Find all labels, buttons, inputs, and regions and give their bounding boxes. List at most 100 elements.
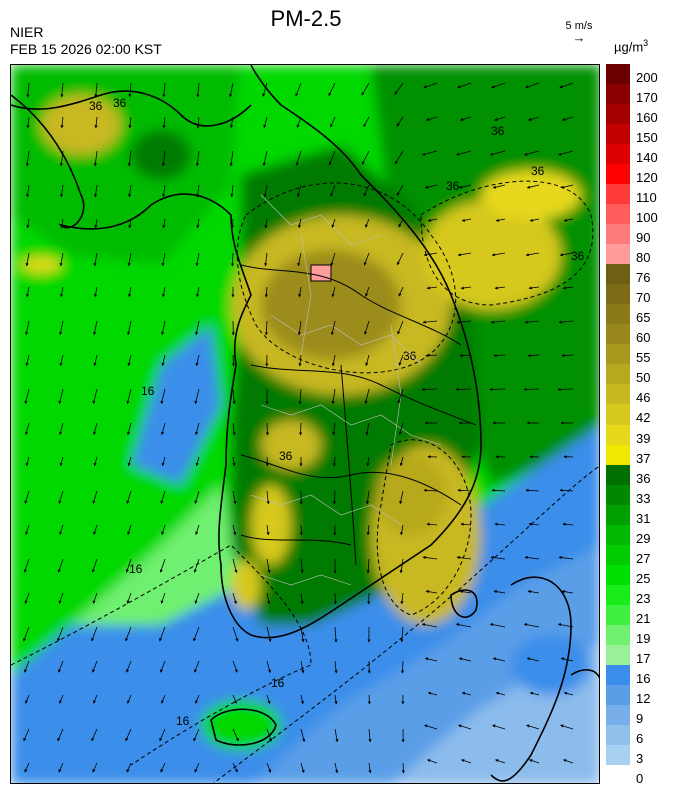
wind-arrow (458, 184, 472, 189)
wind-arrow (25, 524, 30, 536)
wind-arrow (229, 116, 234, 129)
wind-arrow (427, 218, 438, 222)
wind-arrow (489, 387, 506, 392)
wind-arrow (266, 558, 271, 574)
wind-arrow (328, 82, 336, 97)
color-scale-cell (606, 644, 630, 666)
contour-label: 36 (279, 449, 293, 463)
wind-arrow (332, 456, 337, 467)
color-scale-label: 50 (636, 370, 651, 386)
wind-arrow (162, 286, 166, 298)
wind-arrow (264, 218, 268, 229)
wind-arrow (127, 694, 132, 704)
wind-arrow (127, 320, 132, 336)
color-scale-cell (606, 624, 630, 646)
wind-arrow (490, 320, 506, 324)
wind-arrow (296, 116, 302, 128)
wind-arrow (425, 590, 438, 594)
wind-arrow (23, 558, 30, 573)
wind-arrow (401, 762, 405, 774)
wind-arrow (264, 286, 268, 298)
wind-arrow (128, 286, 132, 298)
wind-arrow (266, 660, 272, 674)
wind-arrow (563, 218, 574, 222)
wind-arrow (161, 524, 166, 536)
wind-arrow (58, 592, 64, 604)
color-scale-cell (606, 744, 630, 766)
wind-arrow (366, 524, 370, 536)
wind-arrow (334, 626, 338, 643)
wind-arrow (562, 759, 574, 764)
wind-arrow (91, 558, 98, 573)
wind-arrow (232, 456, 236, 467)
wind-arrow (527, 590, 540, 594)
unit-superscript: 3 (643, 38, 649, 48)
wind-arrow (161, 422, 166, 436)
wind-arrow (127, 422, 132, 436)
color-scale-cell (606, 204, 630, 225)
wind-arrow (230, 218, 235, 229)
wind-arrow (57, 728, 64, 742)
wind-arrow (59, 456, 64, 467)
color-scale-label: 17 (636, 650, 651, 666)
wind-arrow (523, 150, 540, 156)
wind-arrow (58, 762, 64, 773)
wind-arrow (334, 728, 339, 743)
wind-arrow (331, 286, 336, 298)
wind-arrow (195, 320, 200, 336)
wind-arrow (126, 388, 132, 405)
wind-arrow (527, 116, 540, 121)
wind-arrow (423, 488, 438, 492)
wind-arrow (424, 184, 438, 189)
contour-label: 16 (141, 384, 155, 398)
wind-arrow (562, 522, 574, 526)
wind-arrow (266, 524, 270, 536)
wind-arrow (559, 488, 574, 492)
province-borders (240, 264, 477, 566)
wind-arrow (126, 490, 132, 504)
wind-arrow (422, 555, 438, 560)
contour-label: 36 (531, 164, 545, 178)
wind-arrow (461, 218, 472, 222)
wind-arrow (493, 590, 506, 594)
wind-arrow (298, 286, 302, 298)
wind-arrow (59, 694, 64, 704)
color-scale-label: 55 (636, 350, 651, 366)
wind-arrow (193, 626, 200, 642)
wind-arrow (160, 660, 166, 673)
contour-label: 36 (446, 179, 460, 193)
wind-arrow (455, 150, 472, 156)
wind-arrow (397, 388, 404, 404)
wind-arrow (232, 558, 238, 574)
wind-arrow (232, 592, 237, 605)
color-scale-label: 42 (636, 410, 651, 426)
wind-arrow (461, 691, 472, 696)
wind-arrow (195, 456, 200, 467)
color-scale-cell (606, 464, 630, 486)
color-scale-cell (606, 84, 630, 105)
wind-arrow (25, 252, 30, 267)
color-scale-label: 19 (636, 630, 651, 646)
wind-arrow (490, 555, 506, 560)
wind-arrow (528, 759, 540, 764)
wind-arrow (196, 116, 200, 129)
wind-arrow (194, 762, 200, 773)
wind-arrow (194, 592, 200, 604)
wind-arrow (92, 490, 98, 504)
wind-arrow (396, 184, 404, 196)
contour-label-group: 36 36 36 36 36 36 36 36 16 16 16 16 (89, 96, 585, 728)
color-scale-label: 100 (636, 210, 658, 226)
wind-arrow (93, 422, 98, 436)
wind-arrow (160, 388, 166, 405)
wind-arrow (128, 218, 132, 229)
wind-arrow (58, 660, 64, 673)
wind-arrow (529, 218, 540, 222)
wind-arrow (399, 558, 404, 574)
wind-arrow (300, 592, 304, 605)
color-scale-cell (606, 124, 630, 145)
map-canvas: 36 36 36 36 36 36 36 36 16 16 16 16 (11, 65, 599, 783)
color-scale-label: 3 (636, 750, 644, 766)
wind-arrow (363, 252, 370, 266)
wind-arrow (425, 353, 438, 358)
wind-arrow (458, 657, 472, 662)
